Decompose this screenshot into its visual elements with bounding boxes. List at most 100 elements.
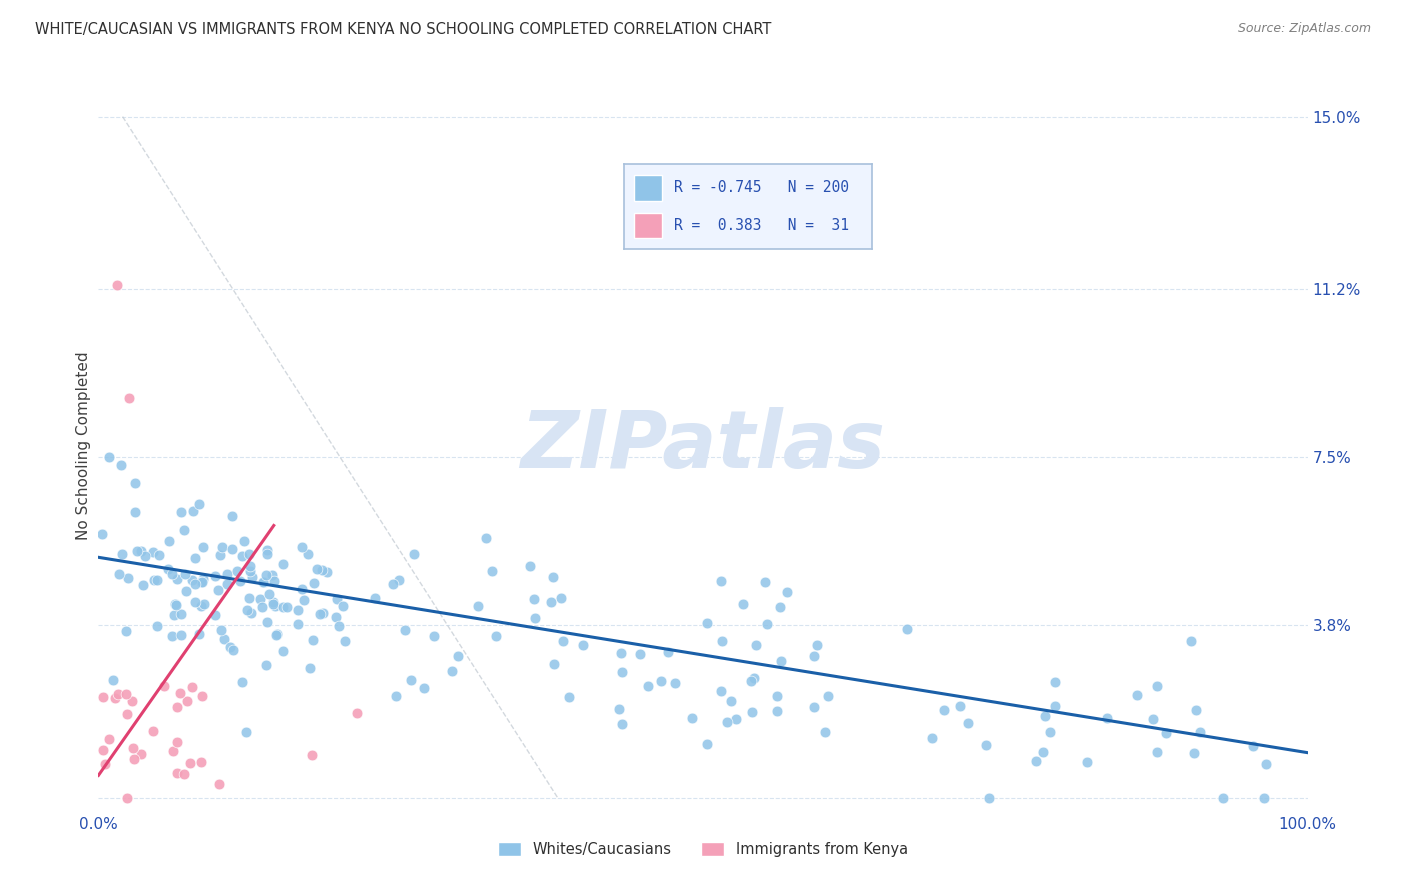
Point xyxy=(238,548,260,562)
Point xyxy=(977,791,1000,805)
Point xyxy=(91,742,114,756)
Point xyxy=(474,531,496,545)
Point xyxy=(325,610,347,624)
Point xyxy=(921,731,943,746)
Point xyxy=(121,694,143,708)
Text: WHITE/CAUCASIAN VS IMMIGRANTS FROM KENYA NO SCHOOLING COMPLETED CORRELATION CHAR: WHITE/CAUCASIAN VS IMMIGRANTS FROM KENYA… xyxy=(35,22,772,37)
Bar xyxy=(634,213,662,238)
Point xyxy=(125,544,148,558)
Legend: Whites/Caucasians, Immigrants from Kenya: Whites/Caucasians, Immigrants from Kenya xyxy=(492,837,914,863)
Point xyxy=(803,699,825,714)
Point xyxy=(188,627,211,641)
Point xyxy=(1043,675,1066,690)
Point xyxy=(187,498,209,512)
Point xyxy=(1188,724,1211,739)
Point xyxy=(394,623,416,637)
Point xyxy=(165,598,187,612)
Point xyxy=(745,638,768,652)
Point xyxy=(231,675,253,690)
Point xyxy=(215,576,238,591)
Point xyxy=(1033,709,1056,723)
Point xyxy=(299,661,322,675)
Point xyxy=(256,543,278,558)
Point xyxy=(523,591,546,606)
Point xyxy=(553,634,575,648)
Point xyxy=(252,575,274,590)
Point xyxy=(254,568,277,582)
Point xyxy=(104,690,127,705)
Point xyxy=(173,524,195,538)
Point xyxy=(250,600,273,615)
Point xyxy=(238,564,260,578)
Point xyxy=(1253,791,1275,805)
Point xyxy=(1182,746,1205,760)
Point xyxy=(399,673,422,687)
Point xyxy=(163,608,186,623)
Point xyxy=(301,632,323,647)
Point xyxy=(311,563,333,577)
Point xyxy=(1154,726,1177,740)
Point xyxy=(1025,754,1047,768)
Point xyxy=(271,600,294,615)
Point xyxy=(254,658,277,673)
Point xyxy=(221,508,243,523)
Point xyxy=(304,576,326,591)
Point xyxy=(312,607,335,621)
Point xyxy=(212,632,235,646)
Point xyxy=(93,756,115,771)
Point xyxy=(696,737,718,751)
Point xyxy=(240,570,263,584)
Point xyxy=(115,687,138,701)
Point xyxy=(1212,791,1234,805)
Point xyxy=(305,561,328,575)
Point xyxy=(235,603,257,617)
Point xyxy=(238,591,260,606)
Point xyxy=(814,725,837,739)
Point xyxy=(204,607,226,622)
Point xyxy=(183,595,205,609)
Point xyxy=(543,657,565,671)
Point xyxy=(118,392,141,406)
Point xyxy=(183,577,205,591)
Point xyxy=(211,540,233,554)
Point xyxy=(271,557,294,571)
Point xyxy=(193,597,215,611)
Y-axis label: No Schooling Completed: No Schooling Completed xyxy=(76,351,91,541)
Point xyxy=(165,598,187,612)
Point xyxy=(124,505,146,519)
Point xyxy=(193,540,215,554)
Point xyxy=(806,638,828,652)
Point xyxy=(184,551,207,566)
Point xyxy=(98,732,121,747)
Point xyxy=(208,548,231,562)
Point xyxy=(1142,712,1164,726)
Point xyxy=(650,673,672,688)
Point xyxy=(754,574,776,589)
Point xyxy=(256,615,278,629)
Point xyxy=(657,645,679,659)
Text: ZIPatlas: ZIPatlas xyxy=(520,407,886,485)
Point xyxy=(755,616,778,631)
Point xyxy=(896,622,918,636)
Point xyxy=(720,694,742,708)
Point xyxy=(402,547,425,561)
Point xyxy=(1126,688,1149,702)
Point xyxy=(523,611,546,625)
Point xyxy=(571,638,593,652)
Point xyxy=(741,706,763,720)
Point xyxy=(101,673,124,688)
Point xyxy=(776,585,799,599)
Point xyxy=(413,681,436,696)
Point xyxy=(291,540,314,554)
Point xyxy=(91,690,114,704)
Point xyxy=(122,752,145,766)
Point xyxy=(364,591,387,606)
Point xyxy=(142,545,165,559)
Point xyxy=(263,574,285,588)
Point xyxy=(146,573,169,587)
Point xyxy=(1045,699,1067,714)
Point xyxy=(388,573,411,587)
Point xyxy=(262,597,284,611)
Point xyxy=(257,587,280,601)
Point xyxy=(803,648,825,663)
